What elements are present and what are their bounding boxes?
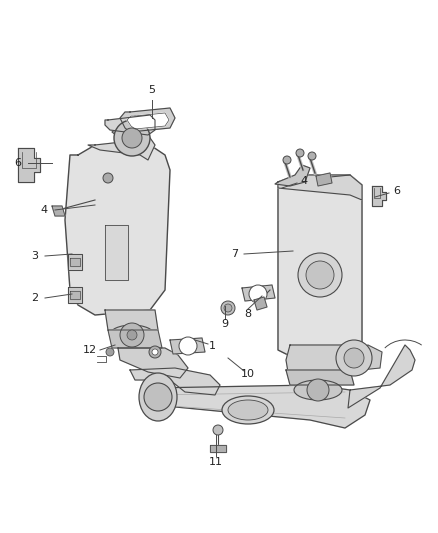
Text: 9: 9 bbox=[222, 319, 229, 329]
Polygon shape bbox=[275, 165, 310, 186]
Circle shape bbox=[149, 346, 161, 358]
Polygon shape bbox=[70, 291, 80, 299]
Text: 8: 8 bbox=[244, 309, 251, 319]
Text: 7: 7 bbox=[231, 249, 239, 259]
Text: 12: 12 bbox=[83, 345, 97, 355]
Circle shape bbox=[306, 261, 334, 289]
Polygon shape bbox=[88, 135, 155, 160]
Circle shape bbox=[298, 253, 342, 297]
Polygon shape bbox=[105, 115, 155, 135]
Circle shape bbox=[213, 425, 223, 435]
Circle shape bbox=[144, 383, 172, 411]
Circle shape bbox=[307, 379, 329, 401]
Text: 4: 4 bbox=[40, 205, 48, 215]
Circle shape bbox=[120, 323, 144, 347]
Polygon shape bbox=[254, 297, 267, 310]
Circle shape bbox=[122, 128, 142, 148]
Polygon shape bbox=[68, 287, 82, 303]
Polygon shape bbox=[316, 173, 332, 186]
Text: 6: 6 bbox=[393, 186, 400, 196]
Text: 2: 2 bbox=[32, 293, 39, 303]
Polygon shape bbox=[112, 118, 145, 140]
Polygon shape bbox=[286, 345, 352, 382]
Polygon shape bbox=[68, 254, 82, 270]
Ellipse shape bbox=[294, 380, 342, 400]
Circle shape bbox=[127, 330, 137, 340]
Circle shape bbox=[296, 149, 304, 157]
Text: 1: 1 bbox=[208, 341, 215, 351]
Circle shape bbox=[103, 173, 113, 183]
Polygon shape bbox=[348, 345, 415, 408]
Text: 4: 4 bbox=[300, 176, 307, 186]
Ellipse shape bbox=[110, 325, 155, 345]
Circle shape bbox=[283, 156, 291, 164]
Polygon shape bbox=[278, 175, 362, 200]
Polygon shape bbox=[342, 345, 382, 370]
Ellipse shape bbox=[139, 373, 177, 421]
Polygon shape bbox=[18, 148, 40, 182]
Polygon shape bbox=[278, 175, 362, 360]
Polygon shape bbox=[52, 206, 65, 216]
Text: 10: 10 bbox=[241, 369, 255, 379]
Polygon shape bbox=[148, 385, 370, 428]
Circle shape bbox=[308, 152, 316, 160]
Polygon shape bbox=[242, 285, 275, 301]
Ellipse shape bbox=[222, 396, 274, 424]
Circle shape bbox=[114, 120, 150, 156]
Polygon shape bbox=[105, 310, 158, 330]
Polygon shape bbox=[118, 348, 188, 378]
Text: 11: 11 bbox=[209, 457, 223, 467]
Polygon shape bbox=[210, 445, 226, 452]
Polygon shape bbox=[120, 108, 175, 132]
Polygon shape bbox=[65, 145, 170, 315]
Polygon shape bbox=[127, 113, 169, 129]
Polygon shape bbox=[130, 368, 220, 395]
Polygon shape bbox=[70, 258, 80, 266]
Polygon shape bbox=[105, 225, 128, 280]
Text: 3: 3 bbox=[32, 251, 39, 261]
Text: 6: 6 bbox=[14, 158, 21, 168]
Circle shape bbox=[344, 348, 364, 368]
Circle shape bbox=[106, 348, 114, 356]
Circle shape bbox=[179, 337, 197, 355]
Circle shape bbox=[224, 304, 232, 312]
Polygon shape bbox=[170, 338, 205, 354]
Polygon shape bbox=[372, 186, 386, 206]
Polygon shape bbox=[108, 330, 162, 348]
Circle shape bbox=[152, 349, 158, 355]
Circle shape bbox=[249, 285, 267, 303]
Polygon shape bbox=[286, 370, 354, 385]
Circle shape bbox=[336, 340, 372, 376]
Ellipse shape bbox=[228, 400, 268, 420]
Circle shape bbox=[221, 301, 235, 315]
Text: 5: 5 bbox=[148, 85, 155, 95]
